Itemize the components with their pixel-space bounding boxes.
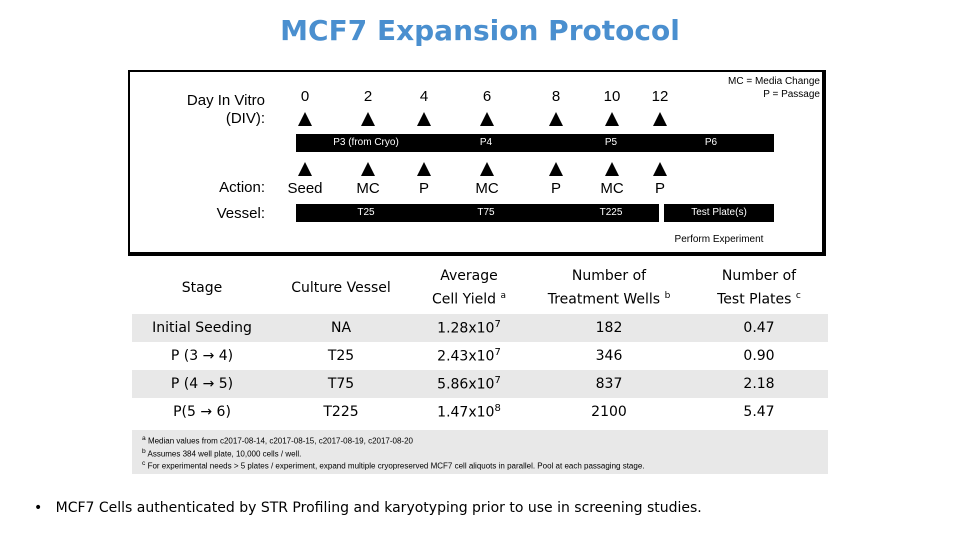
legend: MC = Media Change P = Passage bbox=[690, 75, 820, 101]
day-marker-triangle bbox=[653, 112, 667, 126]
action-marker-triangle bbox=[605, 162, 619, 176]
day-marker-triangle bbox=[417, 112, 431, 126]
action-marker-triangle bbox=[298, 162, 312, 176]
day-number: 4 bbox=[419, 88, 429, 105]
header-culture-vessel: Culture Vessel bbox=[272, 262, 410, 314]
vessel-bar: T25 T75 T225 bbox=[296, 204, 659, 222]
day-number: 0 bbox=[300, 88, 310, 105]
footnote-a: a Median values from c2017-08-14, c2017-… bbox=[142, 435, 413, 446]
passage-p5: P5 bbox=[604, 137, 618, 148]
day-number: 10 bbox=[603, 88, 621, 105]
div-label: Day In Vitro (DIV): bbox=[150, 92, 265, 128]
table-row: P (4 → 5) T75 5.86x107 837 2.18 bbox=[132, 370, 828, 398]
action-item: P bbox=[654, 180, 665, 197]
vessel-t225: T225 bbox=[599, 207, 623, 218]
day-marker-triangle bbox=[480, 112, 494, 126]
action-item: MC bbox=[600, 180, 624, 197]
header-cell-yield: Average Cell Yield a bbox=[410, 262, 528, 314]
action-label: Action: bbox=[219, 179, 265, 196]
legend-passage: P = Passage bbox=[763, 89, 820, 100]
header-stage: Stage bbox=[132, 262, 272, 314]
page-title: MCF7 Expansion Protocol bbox=[280, 14, 680, 47]
day-marker-triangle bbox=[605, 112, 619, 126]
table-row: P(5 → 6) T225 1.47x108 2100 5.47 bbox=[173, 403, 775, 421]
action-item: Seed bbox=[287, 180, 323, 197]
day-marker-triangle bbox=[361, 112, 375, 126]
note-bullet: • MCF7 Cells authenticated by STR Profil… bbox=[34, 500, 702, 516]
day-marker-triangle bbox=[298, 112, 312, 126]
legend-media-change: MC = Media Change bbox=[728, 76, 820, 87]
table-row: Initial Seeding NA 1.28x107 182 0.47 bbox=[132, 314, 828, 342]
vessel-t25: T25 bbox=[357, 207, 375, 218]
action-marker-triangle bbox=[480, 162, 494, 176]
bullet-icon: • bbox=[34, 500, 43, 516]
passage-bar: P3 (from Cryo) P4 P5 P6 bbox=[296, 134, 774, 152]
action-item: MC bbox=[356, 180, 380, 197]
action-marker-triangle bbox=[653, 162, 667, 176]
day-number: 12 bbox=[651, 88, 669, 105]
vessel-label: Vessel: bbox=[216, 205, 265, 222]
day-number: 8 bbox=[551, 88, 561, 105]
day-number: 6 bbox=[482, 88, 492, 105]
action-marker-triangle bbox=[549, 162, 563, 176]
action-item: MC bbox=[475, 180, 499, 197]
vessel-t75: T75 bbox=[477, 207, 495, 218]
div-label-line2: (DIV): bbox=[225, 110, 265, 127]
action-item: P bbox=[418, 180, 429, 197]
expansion-table: Stage Culture Vessel Average Cell Yield a… bbox=[132, 262, 828, 426]
footnotes: a Median values from c2017-08-14, c2017-… bbox=[132, 430, 828, 474]
action-marker-triangle bbox=[361, 162, 375, 176]
action-item: P bbox=[550, 180, 561, 197]
header-treatment-wells: Number of Treatment Wells b bbox=[528, 262, 690, 314]
passage-p6: P6 bbox=[704, 137, 718, 148]
table-header-row: Stage Culture Vessel Average Cell Yield a… bbox=[132, 262, 828, 314]
bullet-text: MCF7 Cells authenticated by STR Profilin… bbox=[55, 500, 702, 516]
day-number: 2 bbox=[363, 88, 373, 105]
div-label-line1: Day In Vitro bbox=[186, 92, 265, 109]
passage-p3: P3 (from Cryo) bbox=[333, 137, 399, 148]
table-row: P (3 → 4) T25 2.43x107 346 0.90 bbox=[170, 347, 775, 365]
header-test-plates: Number of Test Plates c bbox=[690, 262, 828, 314]
footnote-b: b Assumes 384 well plate, 10,000 cells /… bbox=[142, 447, 302, 459]
action-marker-triangle bbox=[417, 162, 431, 176]
passage-p4: P4 bbox=[479, 137, 493, 148]
vessel-test-plates: Test Plate(s) bbox=[664, 204, 774, 222]
perform-experiment: Perform Experiment bbox=[674, 234, 764, 245]
timeline-frame bbox=[128, 70, 826, 256]
footnote-c: c For experimental needs > 5 plates / ex… bbox=[142, 460, 645, 471]
day-marker-triangle bbox=[549, 112, 563, 126]
